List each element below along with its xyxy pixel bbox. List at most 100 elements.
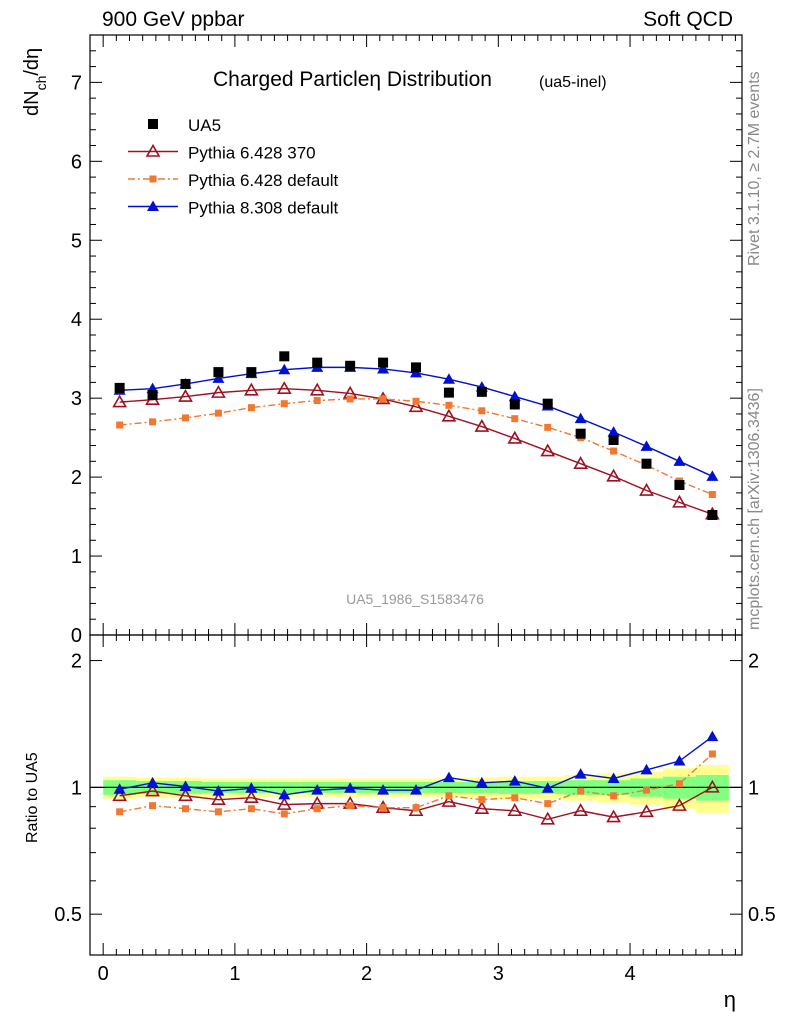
series-point-2 [640,440,653,451]
series-line-2 [119,366,713,477]
series-point-1 [544,423,552,431]
ratio-point-2 [706,730,719,742]
ratio-point-2 [245,782,258,793]
series-point-0 [639,482,654,496]
series-point-0 [309,382,325,396]
ratio-point-1 [214,808,222,816]
y-tick-label: 5 [71,230,82,252]
data-point [180,378,191,389]
ratio-point-0 [211,792,226,805]
ratio-point-1 [412,804,420,812]
series-point-0 [441,408,457,422]
ratio-point-1 [544,800,552,808]
ratio-point-2 [574,768,587,779]
chart-title: Charged Particleη Distribution [213,68,492,91]
series-point-0 [474,418,490,432]
series-point-1 [708,490,716,498]
series-point-0 [178,388,193,402]
series-point-1 [445,401,453,409]
x-tick-label: 2 [361,963,372,985]
ratio-point-1 [511,794,519,802]
series-point-1 [149,418,157,426]
chart-text-layer: 0 1 2 3 4 η 0 1 2 3 4 5 6 7 0.5 0.5 1 1 2 2 dNch/dη Ratio to … [21,48,776,1012]
data-point [411,362,421,373]
ratio-point-1 [577,787,585,795]
ratio-point-1 [181,805,189,813]
series-point-1 [346,395,354,403]
y-tick-label: 6 [71,151,82,173]
ratio-axis-label: Ratio to UA5 [24,752,41,843]
header-left: 900 GeV ppbar [102,8,245,31]
series-point-1 [313,397,321,405]
legend-label-0: Pythia 6.428 370 [188,144,316,163]
ratio-point-0 [606,809,621,823]
series-point-2 [574,412,587,424]
series-point-0 [243,382,259,396]
data-point [641,458,652,469]
x-tick-label: 3 [493,963,504,985]
y-tick-label: 7 [71,72,82,94]
data-point [707,510,718,520]
ratio-point-2 [212,785,225,796]
y-tick-label: 4 [71,309,82,331]
ratio-point-0 [276,797,292,810]
series-point-2 [377,362,390,374]
ratio-point-2 [311,784,324,795]
ratio-tick-label-right: 1 [748,777,759,799]
chart-title-suffix: (ua5-inel) [539,74,607,91]
series-point-0 [211,385,226,398]
series-point-0 [507,430,523,444]
ratio-point-0 [178,788,193,802]
series-point-1 [511,415,519,423]
y-axis-label: dNch/dη [21,48,49,116]
data-point [509,399,520,410]
y-tick-label: 3 [71,388,82,410]
data-point [246,367,257,378]
ratio-point-2 [146,776,159,788]
ratio-point-2 [344,782,357,793]
ratio-point-0 [145,783,160,797]
series-point-1 [116,421,124,429]
ratio-panel-frame [89,634,743,956]
series-point-1 [247,404,255,412]
legend-marker-0 [145,143,161,157]
ratio-point-1 [708,750,716,758]
data-point [443,387,454,398]
series-point-2 [673,455,686,466]
ratio-point-2 [475,776,488,788]
legend-marker-1 [149,175,157,183]
ratio-point-1 [445,792,453,800]
data-point [345,360,356,371]
ratio-tick-label-right: 0.5 [748,904,776,926]
data-point [575,428,586,439]
ratio-point-1 [346,802,354,810]
data-point [674,480,685,490]
y-tick-label: 0 [71,625,82,647]
analysis-watermark: UA5_1986_S1583476 [346,591,484,607]
ratio-point-2 [278,788,291,800]
series-point-2 [607,426,620,437]
legend-marker-2 [147,200,159,211]
ratio-point-0 [243,790,259,804]
series-point-1 [214,409,222,417]
ratio-point-2 [607,772,620,783]
data-point [213,367,224,378]
series-point-1 [610,447,618,455]
series-point-1 [478,407,486,415]
x-axis-label: η [724,987,736,1012]
data-point [147,390,158,400]
ratio-point-1 [675,780,683,788]
x-tick-label: 0 [98,963,109,985]
data-point [476,386,487,397]
ratio-point-2 [508,775,521,786]
ratio-point-1 [247,805,255,813]
ratio-tick-label-left: 0.5 [54,904,82,926]
ratio-point-1 [280,810,288,818]
ratio-point-0 [507,803,523,817]
series-point-2 [278,363,291,375]
series-point-2 [442,373,455,384]
ratio-point-1 [478,796,486,804]
series-point-0 [112,394,128,408]
series-point-0 [540,443,556,457]
